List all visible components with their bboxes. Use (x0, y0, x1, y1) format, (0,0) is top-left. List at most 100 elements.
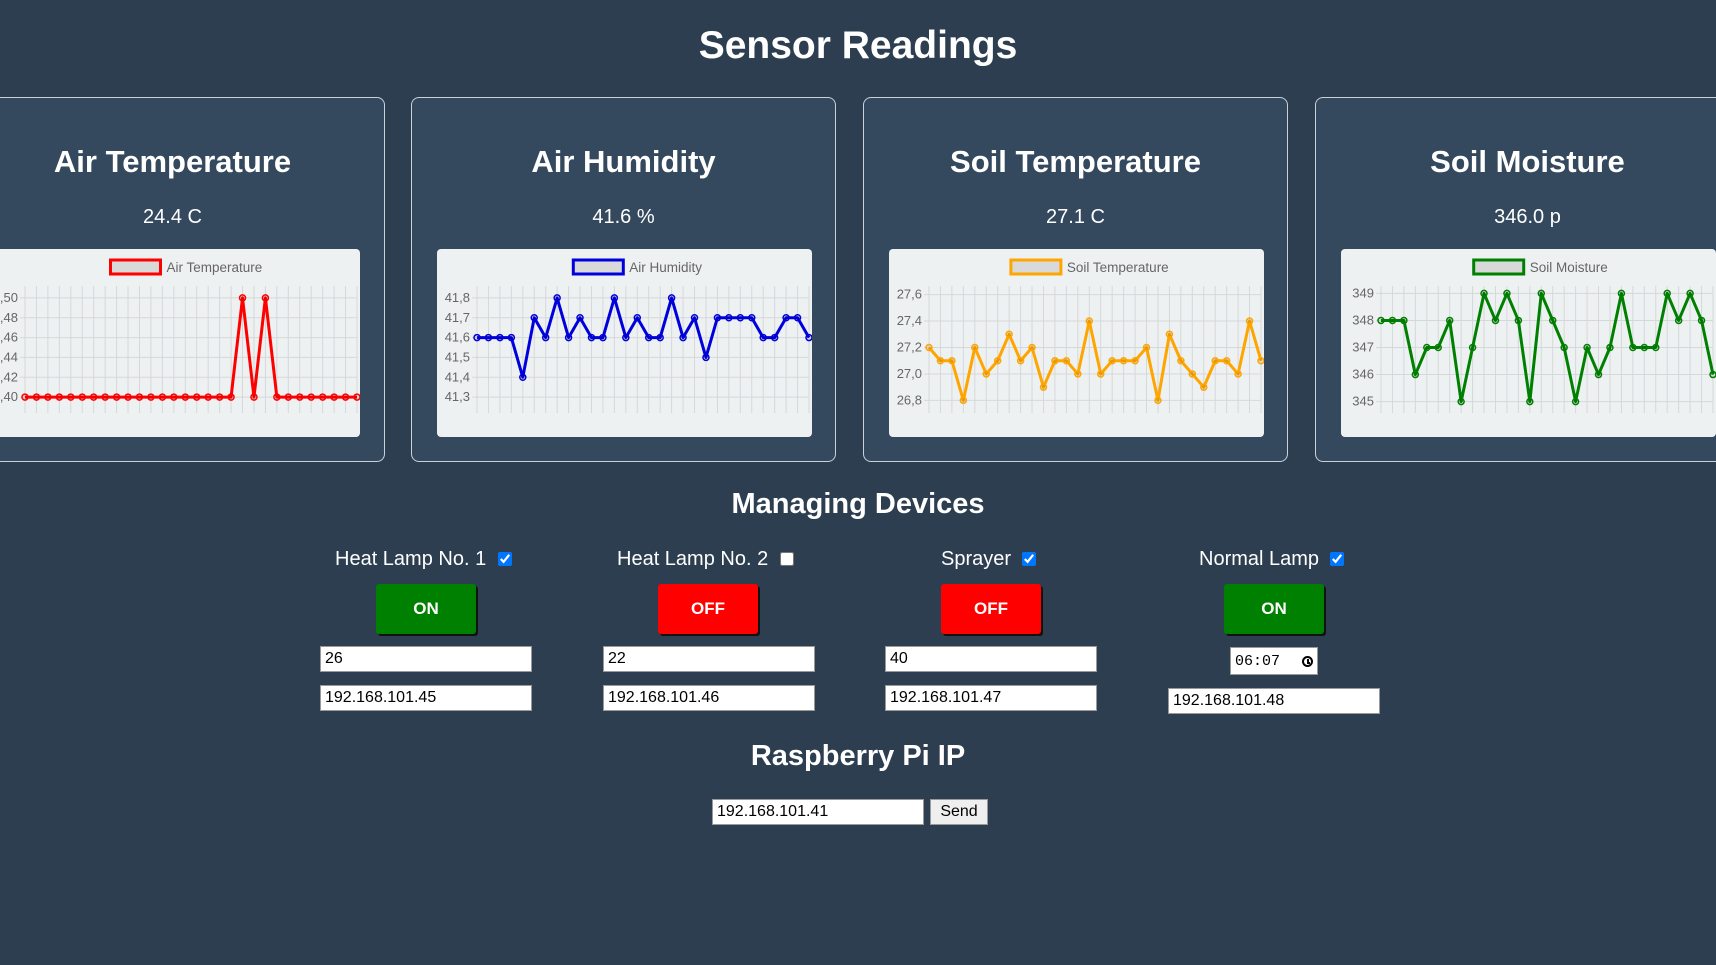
data-point[interactable] (1674, 316, 1683, 325)
data-point[interactable] (1096, 370, 1105, 378)
data-point[interactable] (296, 393, 304, 401)
data-point[interactable] (55, 393, 64, 401)
data-point[interactable] (1514, 316, 1523, 325)
data-point[interactable] (1480, 289, 1488, 298)
sprayer-setting-input[interactable] (885, 646, 1097, 672)
heat-lamp-1-toggle-button[interactable]: ON (376, 584, 476, 634)
data-point[interactable] (1537, 289, 1546, 298)
data-point[interactable] (21, 393, 29, 401)
data-point[interactable] (227, 393, 235, 401)
data-point[interactable] (1142, 343, 1151, 352)
data-point[interactable] (1131, 356, 1139, 365)
data-point[interactable] (1074, 370, 1082, 378)
data-point[interactable] (936, 356, 945, 365)
data-point[interactable] (1154, 396, 1162, 405)
data-point[interactable] (1583, 343, 1591, 352)
data-point[interactable] (982, 370, 990, 378)
data-point[interactable] (1571, 397, 1580, 406)
sprayer-checkbox[interactable] (1022, 552, 1036, 566)
data-point[interactable] (1411, 370, 1420, 379)
data-point[interactable] (181, 393, 190, 401)
data-point[interactable] (519, 373, 527, 381)
heat-lamp-2-ip-input[interactable] (603, 685, 815, 711)
data-point[interactable] (971, 343, 979, 352)
sprayer-toggle-button[interactable]: OFF (941, 584, 1041, 634)
data-point[interactable] (599, 333, 607, 342)
data-point[interactable] (541, 333, 550, 342)
data-point[interactable] (89, 393, 98, 401)
data-point[interactable] (656, 333, 664, 342)
data-point[interactable] (473, 333, 481, 342)
data-point[interactable] (1234, 370, 1242, 378)
data-point[interactable] (1629, 343, 1637, 352)
data-point[interactable] (192, 393, 201, 401)
data-point[interactable] (702, 353, 710, 362)
data-point[interactable] (1200, 383, 1208, 391)
data-point[interactable] (1652, 343, 1660, 352)
normal-lamp-ip-input[interactable] (1168, 688, 1380, 714)
data-point[interactable] (1188, 370, 1197, 378)
data-point[interactable] (124, 393, 132, 401)
data-point[interactable] (1686, 289, 1694, 298)
data-point[interactable] (1108, 356, 1116, 365)
data-point[interactable] (1640, 343, 1649, 352)
chart-legend[interactable]: Air Humidity (571, 258, 702, 276)
data-point[interactable] (484, 333, 493, 342)
heat-lamp-2-checkbox[interactable] (780, 552, 794, 566)
data-point[interactable] (1062, 356, 1071, 365)
heat-lamp-2-toggle-button[interactable]: OFF (658, 584, 758, 634)
data-point[interactable] (273, 393, 281, 401)
heat-lamp-1-ip-input[interactable] (320, 685, 532, 711)
data-point[interactable] (147, 393, 155, 401)
send-button[interactable]: Send (930, 799, 988, 825)
heat-lamp-1-setting-input[interactable] (320, 646, 532, 672)
data-point[interactable] (1709, 370, 1716, 379)
data-point[interactable] (805, 333, 812, 342)
data-point[interactable] (622, 333, 630, 342)
data-point[interactable] (1177, 356, 1185, 365)
data-point[interactable] (993, 356, 1002, 365)
data-point[interactable] (32, 393, 41, 401)
data-point[interactable] (925, 343, 933, 352)
data-point[interactable] (1257, 356, 1264, 365)
data-point[interactable] (564, 333, 573, 342)
data-point[interactable] (1245, 317, 1254, 325)
data-point[interactable] (1468, 343, 1477, 352)
data-point[interactable] (667, 294, 676, 302)
data-point[interactable] (1548, 316, 1557, 325)
data-point[interactable] (1606, 343, 1614, 352)
data-point[interactable] (112, 393, 121, 401)
data-point[interactable] (1434, 343, 1442, 352)
heat-lamp-1-checkbox[interactable] (498, 552, 512, 566)
data-point[interactable] (633, 314, 642, 322)
data-point[interactable] (1119, 356, 1128, 365)
data-point[interactable] (1423, 343, 1431, 352)
data-point[interactable] (748, 314, 756, 322)
data-point[interactable] (261, 294, 270, 302)
data-point[interactable] (1697, 316, 1706, 325)
data-point[interactable] (610, 294, 619, 302)
data-point[interactable] (1039, 383, 1048, 391)
raspberry-pi-ip-input[interactable] (712, 799, 924, 825)
data-point[interactable] (135, 393, 144, 401)
data-point[interactable] (782, 314, 790, 322)
data-point[interactable] (507, 333, 516, 342)
data-point[interactable] (1005, 330, 1013, 339)
data-point[interactable] (67, 393, 75, 401)
data-point[interactable] (1594, 370, 1603, 379)
chart-legend[interactable]: Soil Temperature (1009, 258, 1169, 276)
data-point[interactable] (530, 314, 538, 322)
data-point[interactable] (158, 393, 167, 401)
data-point[interactable] (713, 314, 722, 322)
data-point[interactable] (1457, 397, 1465, 406)
data-point[interactable] (318, 393, 327, 401)
data-point[interactable] (1400, 316, 1408, 325)
data-point[interactable] (793, 314, 802, 322)
data-point[interactable] (770, 333, 779, 342)
data-point[interactable] (1165, 330, 1174, 339)
data-point[interactable] (1560, 343, 1568, 352)
data-point[interactable] (587, 333, 596, 342)
data-point[interactable] (238, 294, 247, 302)
data-point[interactable] (576, 314, 584, 322)
data-point[interactable] (679, 333, 687, 342)
